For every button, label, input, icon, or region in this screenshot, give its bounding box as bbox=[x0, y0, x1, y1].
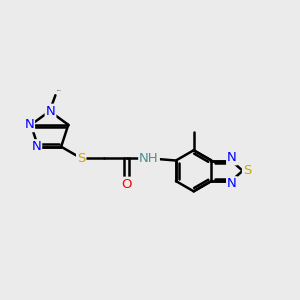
Text: N: N bbox=[227, 152, 237, 164]
Text: N: N bbox=[32, 140, 41, 153]
Text: S: S bbox=[243, 164, 251, 177]
Text: N: N bbox=[24, 118, 34, 131]
Text: N: N bbox=[46, 105, 56, 118]
Text: methyl: methyl bbox=[57, 89, 62, 91]
Text: O: O bbox=[122, 178, 132, 191]
Text: S: S bbox=[77, 152, 86, 165]
Text: N: N bbox=[227, 177, 237, 190]
Text: NH: NH bbox=[139, 152, 159, 165]
